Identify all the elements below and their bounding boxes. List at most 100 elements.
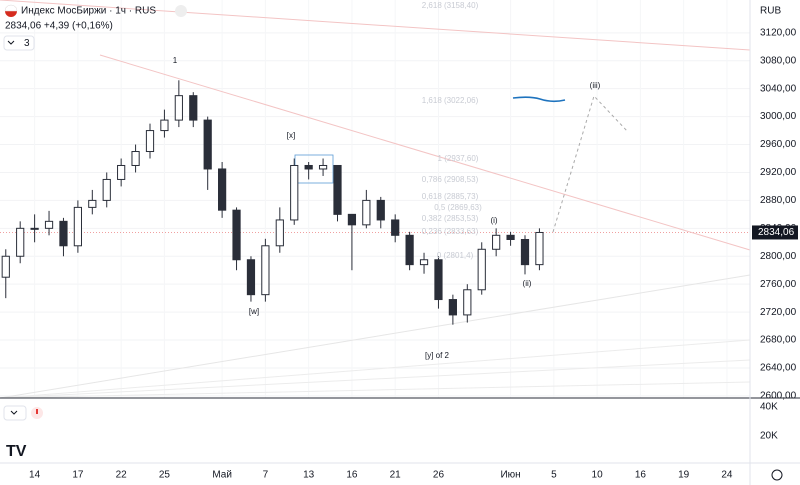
x-tick-label: 13 — [303, 470, 315, 481]
trend-lines — [0, 0, 751, 399]
wave-label: (i) — [490, 216, 497, 225]
candle-body — [203, 119, 212, 170]
last-price-badge — [752, 225, 798, 240]
chart-subtitle: 2834,06 +4,39 (+0,16%) — [5, 21, 113, 32]
candle-body — [535, 231, 544, 266]
wave-label: [w] — [249, 307, 259, 316]
trend-line — [0, 274, 751, 399]
fib-label: 0,618 (2885,73) — [422, 192, 479, 201]
x-tick-label: Июн — [500, 470, 520, 481]
y-tick-label: 3000,00 — [760, 111, 797, 122]
fib-label: 1,618 (3022,06) — [422, 96, 479, 105]
wave-label: [x] — [287, 131, 295, 140]
grid — [0, 32, 750, 397]
candle-body — [304, 164, 313, 170]
y-tick-label: 2800,00 — [760, 251, 797, 262]
trend-line — [0, 0, 751, 51]
currency-label: RUB — [760, 6, 781, 17]
x-tick-label: 14 — [29, 470, 41, 481]
candle-body — [117, 164, 126, 180]
chart-title: Индекс МосБиржи · 1ч · RUS — [21, 6, 156, 17]
candle-body — [73, 206, 82, 247]
x-tick-label: Май — [212, 470, 232, 481]
y-tick-label: 2600,00 — [760, 391, 797, 402]
x-tick-label: 17 — [72, 470, 84, 481]
fib-label: 2,618 (3158,40) — [422, 1, 479, 10]
x-tick-label: 21 — [390, 470, 402, 481]
last-price-label: 2834,06 — [758, 227, 795, 238]
x-tick-label: 19 — [678, 470, 690, 481]
candle-body — [160, 119, 169, 132]
candle-body — [145, 130, 155, 153]
wave-label: (ii) — [523, 279, 532, 288]
trend-line — [99, 54, 751, 251]
x-tick-label: 24 — [721, 470, 733, 481]
indicator-toggle[interactable] — [3, 35, 35, 51]
y-tick-label: 2960,00 — [760, 139, 797, 150]
candle-body — [362, 199, 371, 226]
candle-body — [1, 255, 10, 278]
candle-body — [520, 238, 530, 266]
candle-body — [131, 151, 140, 166]
projection-curve — [512, 96, 566, 103]
trend-line — [0, 339, 751, 399]
candle-body — [232, 209, 241, 261]
volume-tick-label: 40K — [760, 402, 778, 413]
candle-body — [318, 164, 328, 170]
x-tick-label: 7 — [263, 470, 269, 481]
fib-label: 1 (2937,60) — [438, 154, 479, 163]
candles — [1, 80, 544, 325]
chevron-icon — [7, 40, 15, 45]
candle-body — [275, 219, 284, 247]
candle-body — [218, 168, 227, 211]
trend-line — [0, 381, 751, 399]
fib-label: 0 (2801,4) — [437, 251, 474, 260]
candle-body — [506, 234, 515, 240]
chevron-icon — [10, 410, 18, 415]
candle-body — [419, 259, 429, 266]
candle-body — [376, 199, 385, 221]
menu-button[interactable] — [175, 5, 187, 17]
wave-label: 1 — [173, 56, 178, 65]
candle-body — [347, 213, 357, 226]
candle-body — [30, 227, 39, 230]
y-tick-label: 2640,00 — [760, 363, 797, 374]
y-tick-label: 3040,00 — [760, 83, 797, 94]
volume-tick-label: 20K — [760, 431, 778, 442]
candle-body — [44, 220, 54, 229]
candle-body — [463, 289, 472, 316]
candle-body — [492, 234, 501, 250]
x-tick-label: 22 — [116, 470, 128, 481]
candle-body — [174, 95, 183, 121]
x-tick-label: 25 — [159, 470, 171, 481]
fib-label: 0,236 (2833,63) — [422, 227, 479, 236]
candle-body — [246, 259, 256, 296]
candle-body — [88, 199, 97, 208]
y-tick-label: 2680,00 — [760, 335, 797, 346]
candle-body — [434, 259, 443, 301]
logo: TV — [6, 443, 27, 460]
settings-icon[interactable] — [771, 469, 783, 481]
fib-label: 0,786 (2908,53) — [422, 175, 479, 184]
flag-icon — [4, 4, 18, 12]
wave-label: (iii) — [590, 81, 601, 90]
x-tick-label: 26 — [433, 470, 445, 481]
y-tick-label: 3080,00 — [760, 55, 797, 66]
projection-path — [552, 95, 629, 233]
trend-line — [0, 359, 751, 399]
y-tick-label: 2720,00 — [760, 307, 797, 318]
x-tick-label: 10 — [592, 470, 604, 481]
y-tick-label: 2880,00 — [760, 195, 797, 206]
candle-body — [102, 178, 111, 201]
y-tick-label: 2920,00 — [760, 167, 797, 178]
fib-label: 0,382 (2853,53) — [422, 214, 479, 223]
candle-body — [189, 95, 198, 121]
candle-body — [16, 227, 25, 257]
candle-body — [477, 248, 486, 291]
y-tick-label: 3120,00 — [760, 27, 797, 38]
candle-body — [333, 164, 342, 215]
wave-label: [y] of 2 — [425, 351, 450, 360]
x-tick-label: 16 — [635, 470, 647, 481]
